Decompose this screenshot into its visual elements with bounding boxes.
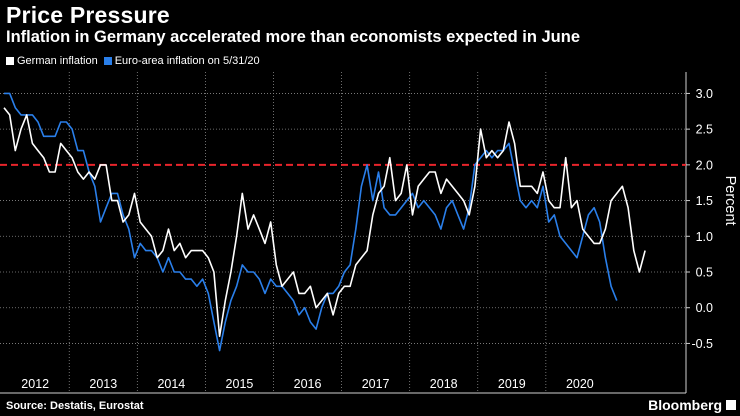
brand-name: Bloomberg (648, 397, 722, 413)
legend-item-euro: Euro-area inflation on 5/31/20 (103, 55, 260, 67)
x-tick-label: 2014 (157, 377, 185, 391)
y-tick-label: 2.0 (696, 158, 713, 172)
legend-swatch-german (6, 57, 14, 65)
legend-label-german: German inflation (17, 55, 98, 67)
x-tick-label: 2019 (498, 377, 526, 391)
x-tick-label: 2016 (294, 377, 322, 391)
y-tick-label: 0.5 (696, 266, 713, 280)
y-tick-label: 1.5 (696, 194, 713, 208)
series-line-german (3, 107, 646, 338)
x-tick-label: 2013 (89, 377, 117, 391)
y-tick-label: 0.0 (696, 301, 713, 315)
x-tick-label: 2012 (21, 377, 49, 391)
y-axis-title: Percent (722, 176, 738, 226)
chart-subtitle: Inflation in Germany accelerated more th… (6, 28, 581, 46)
x-tick-label: 2020 (566, 377, 594, 391)
series-line-euro (4, 92, 618, 352)
legend: German inflation Euro-area inflation on … (6, 55, 266, 67)
legend-swatch-euro (103, 57, 112, 65)
brand-square-icon (726, 400, 736, 410)
y-tick-label: 3.0 (696, 87, 713, 101)
x-tick-label: 2015 (226, 377, 254, 391)
legend-item-german: German inflation (6, 55, 98, 67)
y-tick-label: 1.0 (696, 230, 713, 244)
brand-logo: Bloomberg (648, 397, 736, 413)
chart-title: Price Pressure (6, 2, 170, 28)
x-tick-label: 2017 (362, 377, 390, 391)
source-note: Source: Destatis, Eurostat (6, 400, 144, 412)
legend-label-euro: Euro-area inflation on 5/31/20 (114, 55, 260, 67)
y-tick-label: -0.5 (691, 337, 713, 351)
x-tick-label: 2018 (430, 377, 458, 391)
y-tick-label: 2.5 (696, 123, 713, 137)
